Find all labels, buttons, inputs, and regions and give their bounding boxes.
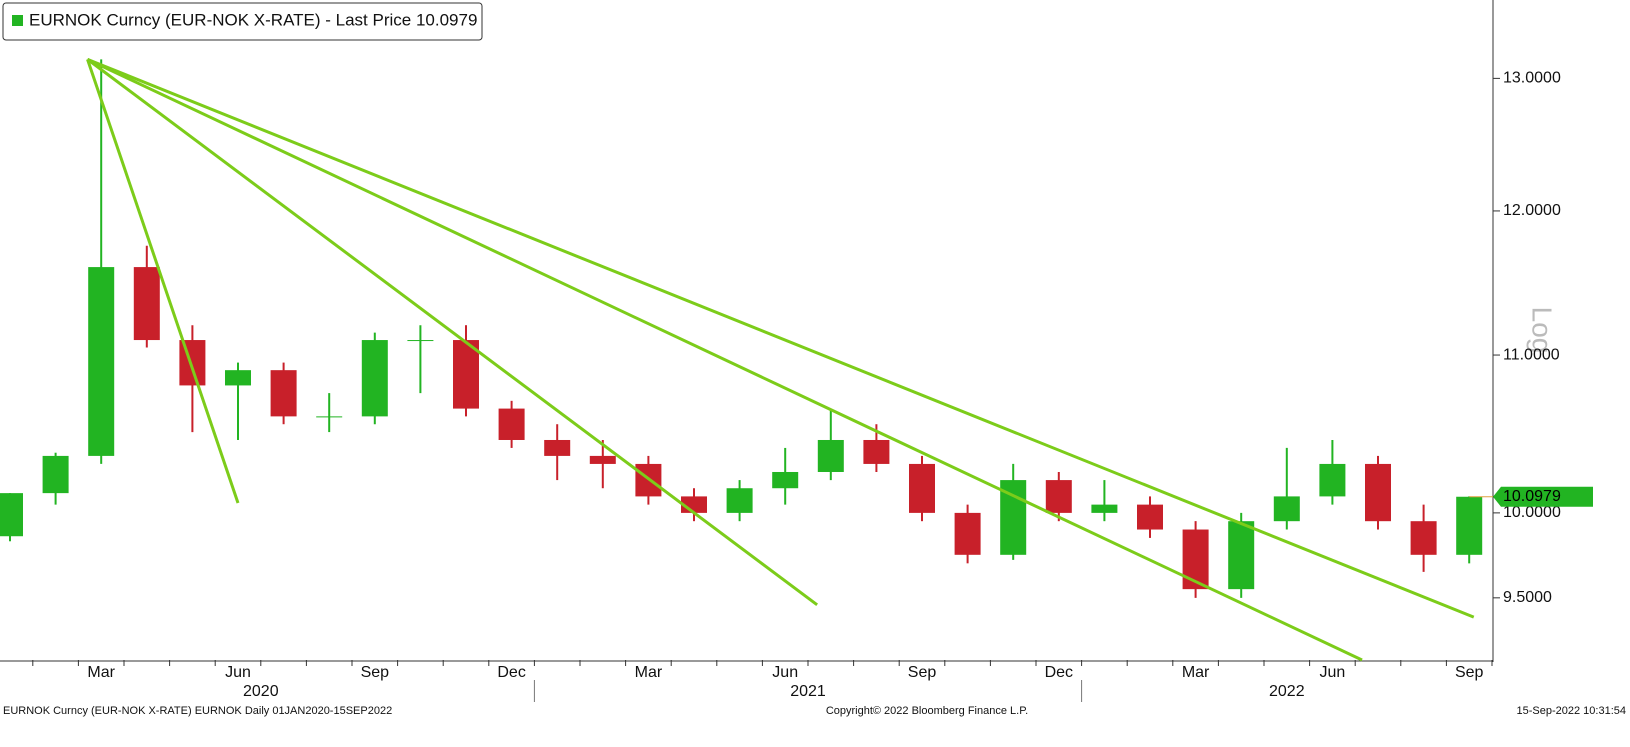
footer-left: EURNOK Curncy (EUR-NOK X-RATE) EURNOK Da… <box>3 705 392 717</box>
candle-body <box>498 408 525 440</box>
trend-line <box>86 57 1475 619</box>
x-tick-label: Dec <box>497 664 525 681</box>
candle-body <box>1365 463 1391 522</box>
x-tick-label: Jun <box>1320 664 1346 681</box>
footer-center: Copyright© 2022 Bloomberg Finance L.P. <box>826 705 1028 717</box>
legend-box <box>2 2 483 41</box>
x-tick-label: Jun <box>772 664 798 681</box>
log-label: Log <box>1527 307 1558 354</box>
candle-body <box>1091 504 1118 513</box>
candle-body <box>589 455 616 464</box>
candle-body <box>179 340 206 386</box>
x-tick-label: Mar <box>635 664 663 681</box>
candle-body <box>1273 496 1300 522</box>
footer-right: 15-Sep-2022 10:31:54 <box>1517 705 1626 717</box>
candle-body <box>1182 529 1209 590</box>
trend-line <box>86 58 240 504</box>
legend-text: EURNOK Curncy (EUR-NOK X-RATE) - Last Pr… <box>29 10 477 29</box>
candle-body <box>316 416 343 418</box>
candle-body <box>817 439 844 472</box>
candle-body <box>1410 521 1437 555</box>
candle-body <box>544 439 571 456</box>
candle-body <box>1045 480 1072 513</box>
trend-line <box>86 58 819 607</box>
y-tick-label: 13.0000 <box>1503 70 1561 87</box>
candle-body <box>772 471 799 489</box>
candle-body <box>1137 504 1163 530</box>
year-label: 2020 <box>243 683 279 700</box>
trend-line <box>86 58 1363 662</box>
candle-body <box>954 512 981 555</box>
y-tick-label: 9.5000 <box>1503 589 1552 606</box>
last-price-label: 10.0979 <box>1503 488 1561 505</box>
y-tick-label: 10.0000 <box>1503 504 1561 521</box>
y-tick-label: 11.0000 <box>1503 346 1560 363</box>
x-tick-label: Sep <box>361 664 390 681</box>
y-tick-label: 12.0000 <box>1503 202 1561 219</box>
candle-body <box>361 340 388 417</box>
year-label: 2021 <box>790 683 826 700</box>
x-tick-label: Dec <box>1045 664 1073 681</box>
candle-body <box>909 463 935 513</box>
candle-body <box>863 439 890 464</box>
candle-body <box>270 370 297 417</box>
candle-body <box>1456 496 1483 555</box>
x-tick-label: Mar <box>1182 664 1210 681</box>
candle-body <box>1319 463 1346 497</box>
x-tick-label: Jun <box>225 664 251 681</box>
candle-body <box>133 267 160 341</box>
x-tick-label: Sep <box>908 664 937 681</box>
candle-body <box>453 340 479 409</box>
candle-body <box>225 370 251 386</box>
candle-body <box>0 493 23 537</box>
candle-body <box>42 455 69 494</box>
candle-body <box>88 267 115 456</box>
x-tick-label: Sep <box>1455 664 1484 681</box>
candle-body <box>726 488 753 513</box>
x-tick-label: Mar <box>87 664 115 681</box>
last-price-tag <box>1493 486 1593 507</box>
year-label: 2022 <box>1269 683 1305 700</box>
candle-body <box>407 340 434 342</box>
legend-swatch <box>12 15 23 26</box>
candle-body <box>1228 521 1255 590</box>
